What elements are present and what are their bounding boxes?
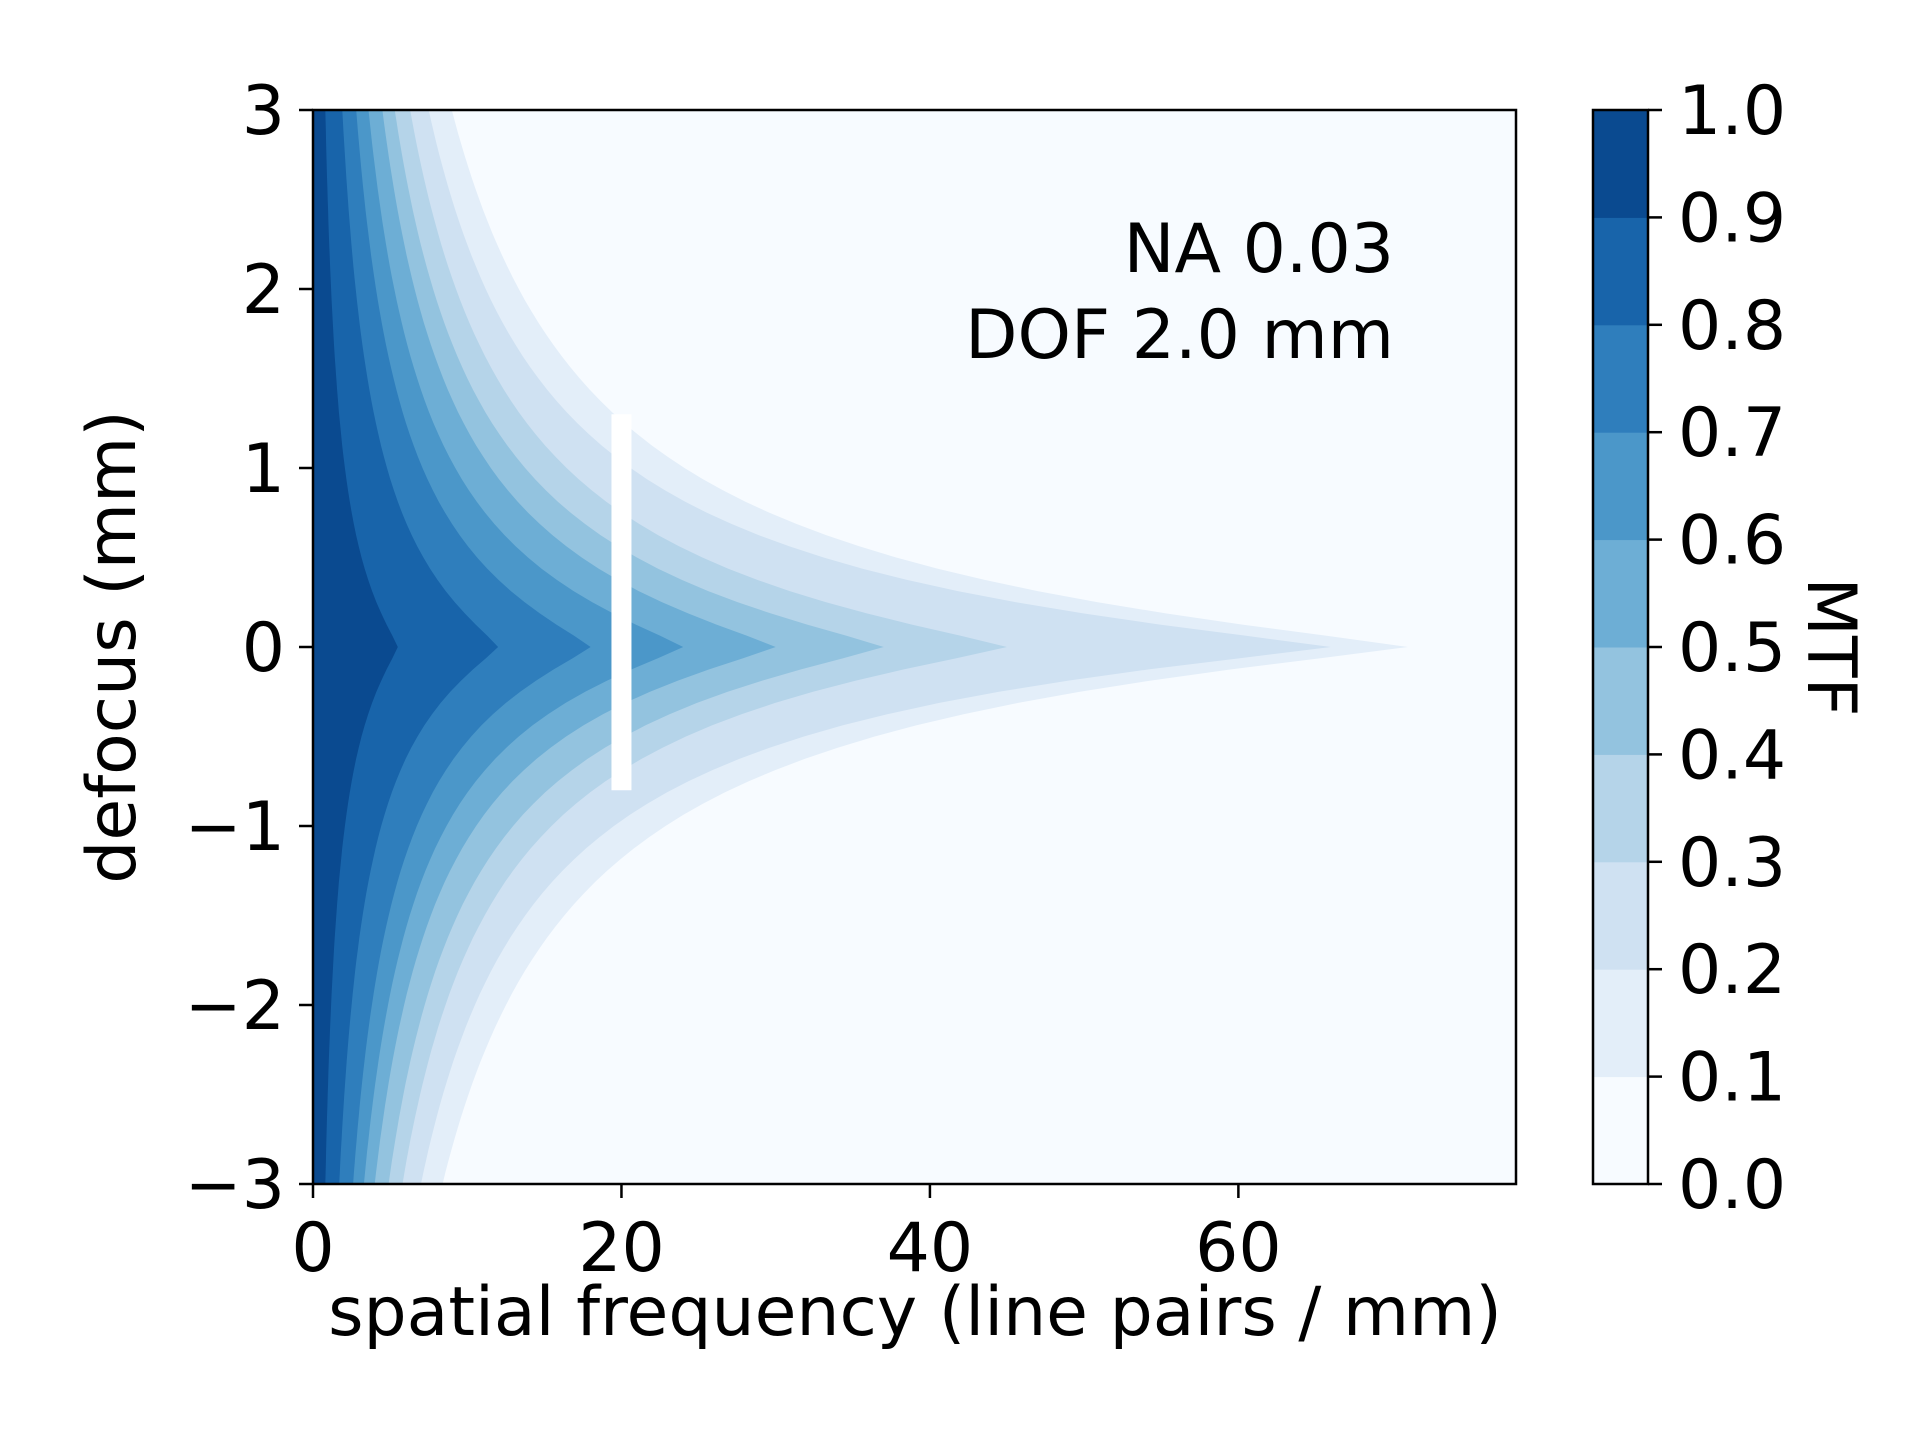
contour-band-0.8 <box>313 110 499 1184</box>
y-axis: 3 2 1 0 −1 −2 −3 <box>185 72 313 1225</box>
colorbar-tick-label: 0.9 <box>1678 179 1786 258</box>
y-tick-label: 2 <box>242 251 285 330</box>
y-tick-label: 1 <box>242 430 285 509</box>
colorbar-tick-label: 1.0 <box>1678 72 1786 151</box>
y-tick-label: −3 <box>185 1146 285 1225</box>
colorbar-tick-label: 0.4 <box>1678 716 1786 795</box>
annotation-na: NA 0.03 <box>1124 210 1394 289</box>
x-tick-label: 20 <box>578 1209 665 1288</box>
x-tick-label: 0 <box>291 1209 334 1288</box>
colorbar-tick-label: 0.3 <box>1678 824 1786 903</box>
colorbar-tick-label: 0.7 <box>1678 394 1786 473</box>
y-tick-label: −1 <box>185 788 285 867</box>
colorbar-swatch <box>1593 539 1648 648</box>
annotation-dof: DOF 2.0 mm <box>965 296 1394 375</box>
x-axis: 0 20 40 60 <box>291 1184 1282 1288</box>
x-axis-label: spatial frequency (line pairs / mm) <box>328 1273 1502 1352</box>
colorbar: 0.0 0.1 0.2 0.3 0.4 0.5 0.6 0.7 0.8 0.9 1.0 <box>1591 72 1786 1225</box>
colorbar-label: MTF <box>1791 577 1870 716</box>
x-tick-label: 60 <box>1195 1209 1282 1288</box>
colorbar-swatch <box>1593 861 1648 970</box>
colorbar-swatch <box>1593 647 1648 755</box>
contour-band-0.9 <box>313 110 398 1184</box>
y-tick-label: 0 <box>242 609 285 688</box>
colorbar-tick-label: 0.2 <box>1678 931 1786 1010</box>
colorbar-tick-label: 0.8 <box>1678 287 1786 366</box>
colorbar-tick-label: 0.5 <box>1678 609 1786 688</box>
colorbar-swatch <box>1593 110 1648 218</box>
colorbar-tick-label: 0.1 <box>1678 1039 1786 1118</box>
y-tick-label: −2 <box>185 967 285 1046</box>
colorbar-swatch <box>1593 432 1648 541</box>
x-tick-label: 40 <box>887 1209 974 1288</box>
y-tick-label: 3 <box>242 72 285 151</box>
colorbar-swatch <box>1593 754 1648 863</box>
colorbar-tick-label: 0.6 <box>1678 502 1786 581</box>
colorbar-tick-label: 0.0 <box>1678 1146 1786 1225</box>
colorbar-swatch <box>1593 324 1648 433</box>
colorbar-swatch <box>1593 969 1648 1078</box>
colorbar-swatch <box>1593 1076 1648 1185</box>
y-axis-label: defocus (mm) <box>73 410 152 884</box>
colorbar-swatch <box>1593 217 1648 326</box>
contour-layer <box>313 110 1408 1184</box>
